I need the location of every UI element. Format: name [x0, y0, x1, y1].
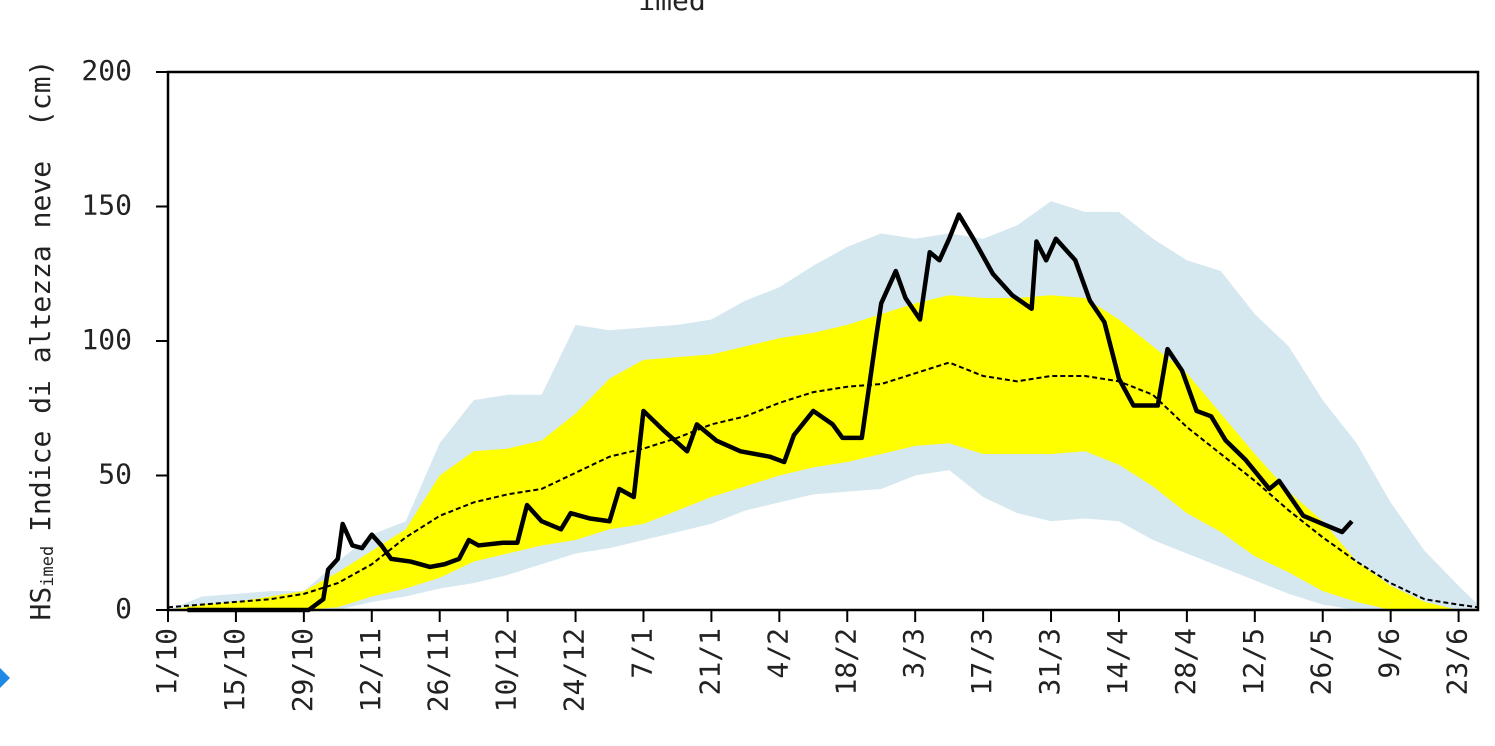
plot-area: [167, 201, 1479, 613]
y-tick-label: 50: [98, 458, 132, 491]
x-tick-label: 9/6: [1373, 628, 1406, 679]
median-line: [167, 361, 1479, 609]
x-tick-label: 10/12: [490, 628, 523, 712]
season-line: [187, 212, 1354, 613]
x-tick-label: 7/1: [625, 628, 658, 679]
x-tick-label: 28/4: [1169, 628, 1202, 695]
x-tick-label: 17/3: [965, 628, 998, 695]
x-tick-label: 24/12: [558, 628, 591, 712]
chart-title: imed: [638, 0, 705, 17]
x-tick-label: 23/6: [1441, 628, 1474, 695]
x-tick-label: 12/11: [354, 628, 387, 712]
x-tick-label: 21/1: [693, 628, 726, 695]
x-tick-label: 31/3: [1033, 628, 1066, 695]
y-label-symbol: HS: [24, 587, 57, 621]
y-label-text: Indice di altezza neve: [24, 161, 57, 532]
y-axis-label: HSimed Indice di altezza neve (cm): [24, 60, 58, 621]
y-tick-label: 200: [81, 54, 132, 87]
x-tick-label: 4/2: [761, 628, 794, 679]
x-tick-label: 26/11: [422, 628, 455, 712]
x-tick-label: 1/10: [150, 628, 183, 695]
y-tick-label: 150: [81, 189, 132, 222]
y-tick-label: 0: [115, 592, 132, 625]
x-tick-label: 3/3: [897, 628, 930, 679]
x-tick-label: 18/2: [829, 628, 862, 695]
y-label-unit: (cm): [24, 60, 57, 127]
x-tick-label: 14/4: [1101, 628, 1134, 695]
y-tick-label: 100: [81, 323, 132, 356]
side-marker: [0, 668, 10, 688]
band: [168, 295, 1478, 610]
y-label-subscript: imed: [38, 546, 58, 587]
x-tick-label: 15/10: [218, 628, 251, 712]
x-tick-label: 29/10: [286, 628, 319, 712]
x-tick-label: 12/5: [1237, 628, 1270, 695]
x-tick-label: 26/5: [1305, 628, 1338, 695]
